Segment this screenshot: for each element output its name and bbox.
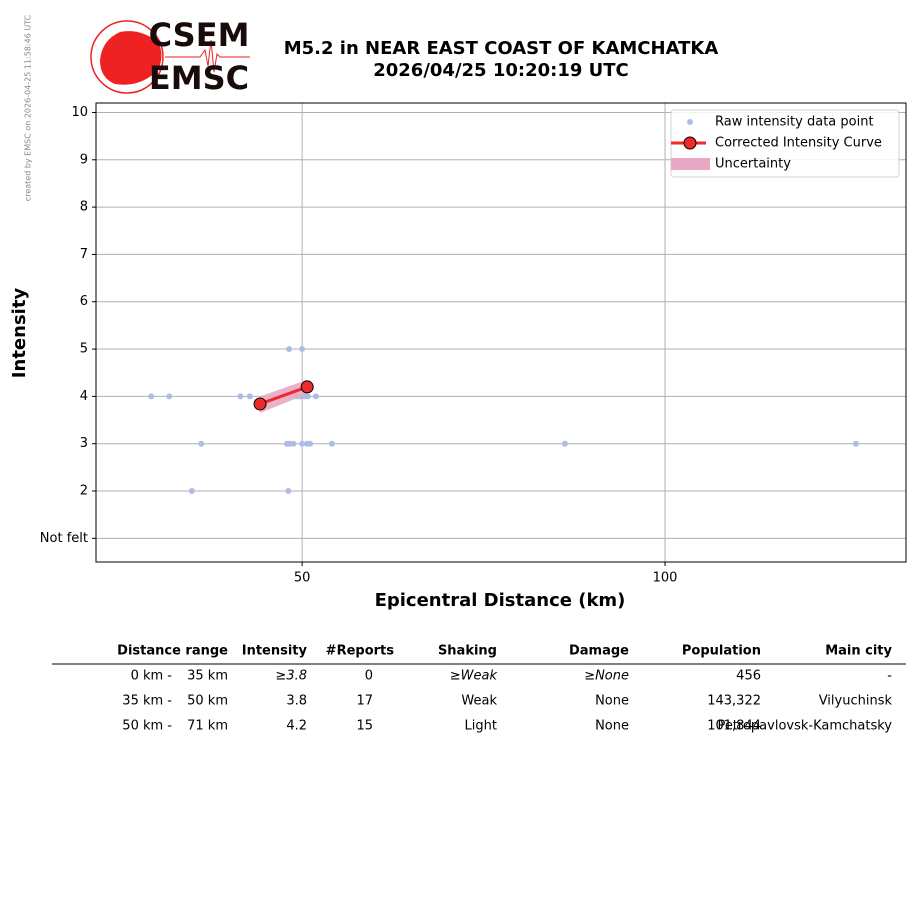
legend-marker xyxy=(671,158,710,170)
y-tick-label: 3 xyxy=(80,436,88,451)
table-cell: 143,322 xyxy=(707,694,761,709)
table-cell: ≥Weak xyxy=(450,669,498,684)
y-tick-label: 10 xyxy=(71,105,88,120)
table: Distance range Intensity #Reports Shaking Da… xyxy=(52,644,906,734)
raw-point xyxy=(148,393,155,400)
table-cell: ≥None xyxy=(584,669,629,684)
table-header: Population xyxy=(682,644,761,659)
logo-bottom: EMSC xyxy=(149,59,249,97)
table-cell: Petropavlovsk-Kamchatsky xyxy=(717,719,892,734)
table-header: Intensity xyxy=(242,644,308,659)
y-tick-label: 9 xyxy=(80,152,88,167)
credit: created by EMSC on 2026-04-25 11:58:46 U… xyxy=(24,14,33,201)
y-tick-label: 6 xyxy=(80,294,88,309)
raw-point xyxy=(852,440,859,447)
raw-point xyxy=(237,393,244,400)
raw-point xyxy=(299,440,306,447)
legend-marker xyxy=(687,119,693,125)
curve-marker xyxy=(253,397,267,411)
x-tick-label: 50 xyxy=(294,571,311,586)
table-header: #Reports xyxy=(326,644,395,659)
table-cell: 17 xyxy=(356,694,373,709)
corrected-curve xyxy=(259,385,308,406)
table-cell: 0 xyxy=(365,669,373,684)
chart-subtitle: 2026/04/25 10:20:19 UTC xyxy=(373,60,629,81)
table-cell: 101,844 xyxy=(707,719,761,734)
legend-marker xyxy=(683,136,697,150)
chart-title: M5.2 in NEAR EAST COAST OF KAMCHATKA xyxy=(284,38,719,59)
table-header: Distance range xyxy=(117,644,228,659)
table-header: Damage xyxy=(569,644,629,659)
y-tick-label: 2 xyxy=(80,484,88,499)
table-cell: Weak xyxy=(461,694,497,709)
raw-point xyxy=(304,393,311,400)
logo-map xyxy=(100,31,162,85)
raw-point xyxy=(290,440,297,447)
logo: CSEM EMSC xyxy=(90,16,250,97)
x-tick-label: 100 xyxy=(653,571,678,586)
logo-wave xyxy=(165,39,250,73)
raw-point xyxy=(307,440,314,447)
table-cell: 3.8 xyxy=(286,694,307,709)
y-tick-label: 4 xyxy=(80,389,88,404)
curve-marker xyxy=(300,380,314,394)
table-cell: 50 km xyxy=(187,694,228,709)
table-cell: 35 km - xyxy=(122,694,172,709)
table-header: Main city xyxy=(825,644,892,659)
raw-point xyxy=(285,488,292,495)
legend-label: Uncertainty xyxy=(715,157,791,172)
plot-frame xyxy=(95,102,907,563)
table-cell: 50 km - xyxy=(122,719,172,734)
table-cell: 456 xyxy=(736,669,761,684)
table-cell: - xyxy=(887,669,892,684)
plot xyxy=(148,346,859,495)
table-cell: Light xyxy=(465,719,497,734)
y-axis-label: Intensity xyxy=(9,288,30,379)
raw-point xyxy=(561,440,568,447)
table-cell: 71 km xyxy=(187,719,228,734)
legend-label: Corrected Intensity Curve xyxy=(715,136,882,151)
table-cell: 0 km - xyxy=(131,669,173,684)
y-tick-label: 7 xyxy=(80,247,88,262)
y-tick-label: 5 xyxy=(80,342,88,357)
logo-circle xyxy=(90,20,164,94)
raw-point xyxy=(312,393,319,400)
table-cell: 35 km xyxy=(187,669,228,684)
legend-label: Raw intensity data point xyxy=(715,115,874,130)
table-cell: Vilyuchinsk xyxy=(819,694,893,709)
raw-point xyxy=(188,488,195,495)
table-cell: None xyxy=(595,719,629,734)
grid: 50 100 Not felt 2 3 4 5 6 7 8 9 10 xyxy=(40,103,906,586)
raw-point xyxy=(246,393,253,400)
logo-top: CSEM xyxy=(149,16,250,54)
table-cell: 4.2 xyxy=(286,719,307,734)
raw-point xyxy=(328,440,335,447)
y-tick-label: 8 xyxy=(80,200,88,215)
raw-point xyxy=(299,346,306,353)
table-header: Shaking xyxy=(438,644,497,659)
raw-point xyxy=(286,346,293,353)
legend: Raw intensity data point Corrected Intens… xyxy=(670,109,900,178)
table-cell: ≥3.8 xyxy=(275,669,307,684)
y-tick-label: Not felt xyxy=(40,531,88,546)
raw-point xyxy=(198,440,205,447)
table-cell: None xyxy=(595,694,629,709)
table-cell: 15 xyxy=(356,719,373,734)
x-axis-label: Epicentral Distance (km) xyxy=(375,590,626,611)
raw-point xyxy=(166,393,173,400)
